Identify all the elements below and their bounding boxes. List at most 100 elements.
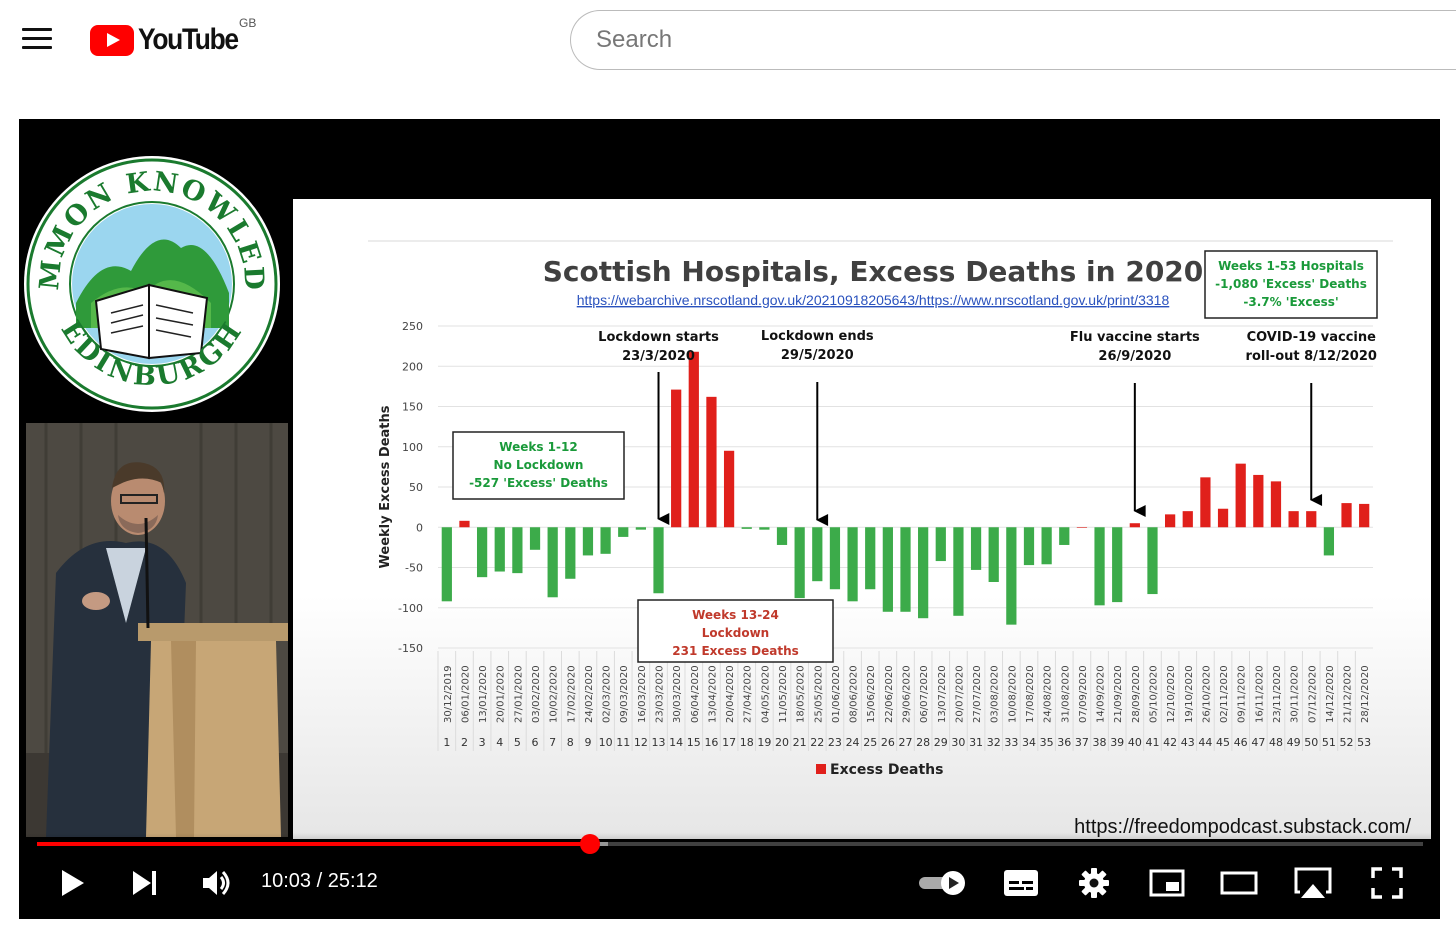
chart-bar (1359, 503, 1370, 528)
x-week-label: 6 (532, 736, 539, 749)
chart-bar (671, 389, 682, 528)
x-tick-label: 31/08/2020 (1060, 665, 1071, 723)
y-axis-ticks: 250 200 150 100 50 0 -50 -100 -150 (398, 320, 423, 655)
chart-bar (741, 527, 752, 529)
chart-bar (829, 527, 841, 590)
x-tick-label: 26/10/2020 (1201, 665, 1212, 723)
autoplay-toggle-icon[interactable] (915, 863, 971, 903)
annotation-label: 29/5/2020 (781, 348, 854, 363)
chart-title: Scottish Hospitals, Excess Deaths in 202… (543, 255, 1204, 288)
chart-bar (441, 527, 452, 602)
x-week-label: 21 (793, 736, 807, 749)
y-axis-label: Weekly Excess Deaths (378, 405, 393, 568)
y-tick-label: 100 (402, 441, 423, 454)
next-icon[interactable] (127, 863, 163, 903)
chart-bar (812, 527, 823, 582)
fullscreen-icon[interactable] (1367, 863, 1407, 903)
annotation-label: Flu vaccine starts (1070, 330, 1200, 345)
chart-bar (1270, 481, 1282, 528)
x-week-label: 16 (704, 736, 718, 749)
x-week-label: 10 (599, 736, 613, 749)
play-icon[interactable] (55, 863, 91, 903)
chart-bar (653, 527, 664, 594)
x-tick-label: 23/11/2020 (1272, 665, 1283, 723)
x-week-label: 38 (1093, 736, 1107, 749)
chart-bar (459, 520, 470, 528)
x-week-label: 36 (1057, 736, 1071, 749)
x-tick-label: 11/05/2020 (778, 665, 789, 723)
chart-bar (988, 527, 999, 582)
annotation-box (1204, 250, 1378, 319)
annotation-label: COVID-19 vaccine (1247, 330, 1377, 345)
search-box[interactable] (570, 10, 1456, 70)
chart-bar (1006, 527, 1017, 625)
miniplayer-icon[interactable] (1147, 863, 1187, 903)
video-player[interactable]: COMMON KNOWLEDGE EDINBURGH (19, 119, 1440, 919)
speaker-video (26, 423, 288, 837)
y-tick-label: 0 (416, 521, 423, 534)
x-week-label: 24 (846, 736, 860, 749)
progress-scrubber[interactable] (580, 834, 600, 854)
chart-bar (759, 527, 770, 530)
x-tick-label: 27/04/2020 (743, 665, 754, 723)
chart-bar (1253, 474, 1264, 528)
x-tick-label: 15/06/2020 (866, 665, 877, 723)
x-week-label: 19 (757, 736, 771, 749)
x-tick-label: 17/08/2020 (1025, 665, 1036, 723)
x-week-label: 11 (616, 736, 630, 749)
x-tick-label: 03/08/2020 (990, 665, 1001, 723)
x-tick-label: 28/12/2020 (1360, 665, 1371, 723)
x-week-label: 42 (1163, 736, 1177, 749)
subtitles-icon[interactable] (1001, 863, 1041, 903)
x-tick-label: 10/02/2020 (549, 665, 560, 723)
annotation-box-text: Weeks 1-53 Hospitals (1218, 259, 1364, 273)
y-tick-label: -100 (398, 602, 423, 615)
progress-bar[interactable] (37, 834, 1423, 854)
x-tick-label: 28/09/2020 (1131, 665, 1142, 723)
chart-bar (547, 527, 558, 598)
chart-source-link: https://webarchive.nrscotland.gov.uk/202… (577, 292, 1170, 308)
chart-bar (918, 527, 929, 619)
x-tick-label: 20/01/2020 (496, 665, 507, 723)
x-week-label: 22 (810, 736, 824, 749)
x-week-label: 18 (740, 736, 754, 749)
chart-bar (1341, 503, 1352, 528)
youtube-logo[interactable]: YouTube (90, 22, 251, 58)
x-tick-label: 02/03/2020 (602, 665, 613, 723)
x-week-label: 5 (514, 736, 521, 749)
chart-bar (1076, 527, 1088, 528)
search-input[interactable] (571, 11, 1456, 69)
chart-bar (688, 351, 699, 528)
y-tick-label: -50 (405, 562, 423, 575)
speaker-scene (26, 423, 288, 837)
y-tick-label: 250 (402, 320, 423, 333)
legend-label: Excess Deaths (830, 762, 943, 778)
x-week-label: 41 (1145, 736, 1159, 749)
annotation-label: Lockdown ends (761, 329, 874, 344)
gear-icon[interactable] (1074, 863, 1114, 903)
legend-marker (816, 764, 826, 774)
chart-bar (935, 527, 946, 562)
chart-bar (1288, 511, 1299, 528)
chart-bar (582, 527, 594, 556)
x-tick-label: 03/02/2020 (531, 665, 542, 723)
cast-icon[interactable] (1291, 863, 1335, 903)
annotation-box (637, 599, 834, 663)
x-tick-label: 04/05/2020 (760, 665, 771, 723)
y-tick-label: 50 (409, 481, 423, 494)
menu-icon[interactable] (22, 28, 52, 52)
annotation-box (452, 431, 625, 500)
volume-icon[interactable] (199, 863, 235, 903)
chart-bar (953, 527, 964, 616)
excess-deaths-chart: Scottish Hospitals, Excess Deaths in 202… (368, 240, 1393, 778)
annotation-box-text: Weeks 13-24 (692, 608, 779, 622)
x-tick-label: 27/01/2020 (513, 665, 524, 723)
x-tick-label: 14/12/2020 (1325, 665, 1336, 723)
theater-mode-icon[interactable] (1219, 863, 1259, 903)
x-week-label: 49 (1287, 736, 1301, 749)
x-week-label: 29 (934, 736, 948, 749)
chart-bar (1059, 527, 1070, 545)
x-week-label: 3 (479, 736, 486, 749)
chart-bar (900, 527, 911, 612)
x-week-label: 45 (1216, 736, 1230, 749)
